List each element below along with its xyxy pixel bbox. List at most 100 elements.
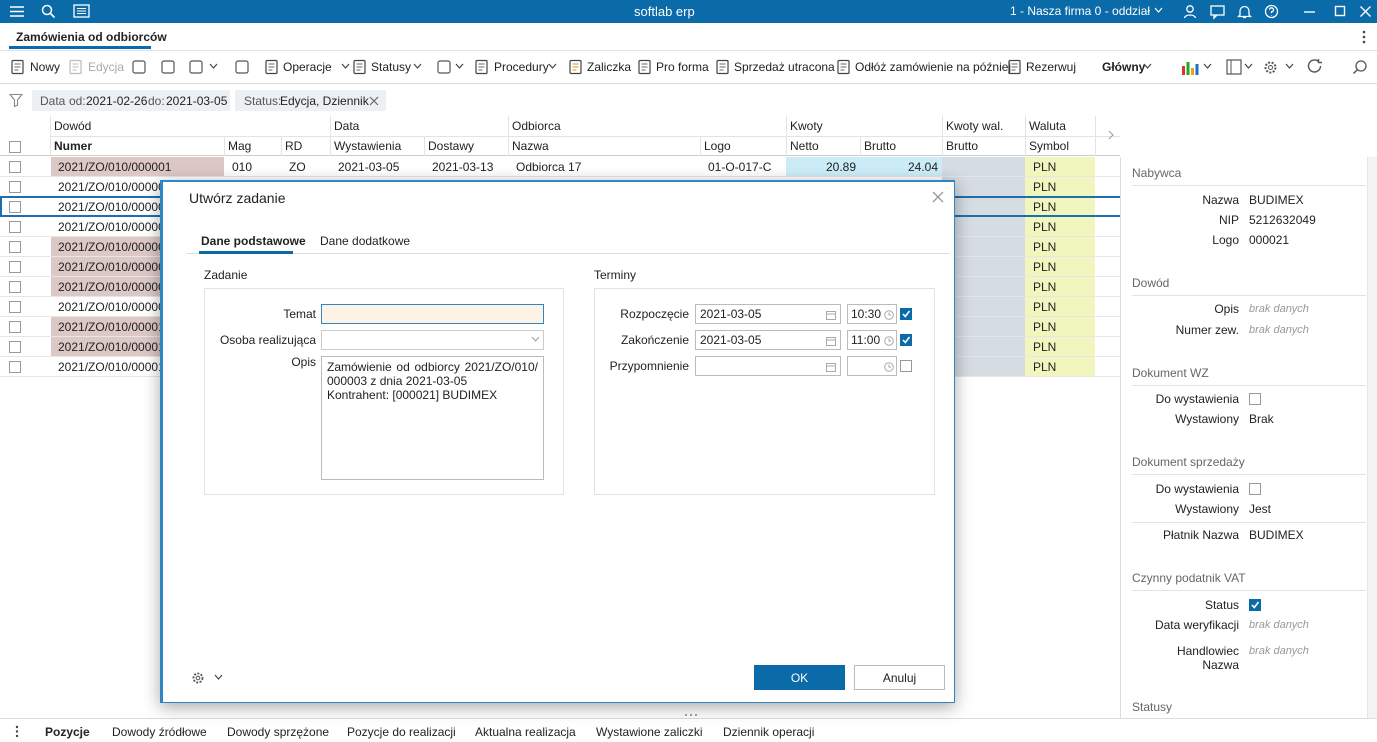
checkbox[interactable] (9, 321, 21, 333)
checkbox[interactable] (9, 201, 21, 213)
dialog-tab[interactable]: Dane podstawowe (201, 234, 306, 248)
settings-icon[interactable] (190, 670, 208, 686)
toolbar-icon[interactable] (715, 59, 732, 76)
column-header[interactable]: Nazwa (512, 139, 549, 153)
column-header[interactable]: Mag (228, 139, 252, 153)
toolbar-icon[interactable] (264, 59, 281, 76)
column-header[interactable]: Logo (704, 139, 731, 153)
kebab-icon[interactable] (14, 725, 20, 738)
menu-icon[interactable] (9, 5, 25, 18)
layout-icon[interactable] (1226, 59, 1242, 75)
checkbox[interactable] (900, 360, 912, 372)
close-icon[interactable] (932, 191, 944, 203)
find-icon[interactable] (1352, 59, 1369, 76)
toolbar-icon[interactable] (568, 59, 585, 76)
toolbar-button[interactable]: Odłóż zamówienie na później (855, 60, 1012, 74)
link-icon[interactable] (436, 59, 453, 76)
date-input[interactable]: 2021-03-05 (695, 330, 841, 350)
column-header[interactable]: Brutto (946, 139, 979, 153)
checkbox[interactable] (9, 161, 21, 173)
refresh-icon[interactable] (1306, 58, 1324, 76)
toolbar-icon[interactable] (1007, 59, 1024, 76)
toolbar-button[interactable]: Statusy (371, 60, 412, 74)
help-icon[interactable] (1264, 4, 1279, 20)
checkbox[interactable] (9, 221, 21, 233)
toolbar-button[interactable]: Edycja (88, 60, 125, 74)
time-input[interactable] (847, 356, 897, 376)
close-icon[interactable] (1358, 4, 1373, 20)
bottom-tab[interactable]: Dziennik operacji (723, 725, 815, 739)
toolbar-button[interactable]: Sprzedaż utracona (734, 60, 835, 74)
toolbar-button[interactable]: Procedury (494, 60, 549, 74)
bell-icon[interactable] (1237, 4, 1252, 20)
resize-handle[interactable] (684, 713, 698, 717)
checkbox[interactable] (1249, 483, 1261, 495)
subject-input[interactable] (321, 304, 544, 324)
ok-button[interactable]: OK (754, 665, 845, 690)
checkbox[interactable] (900, 308, 912, 320)
maximize-icon[interactable] (1333, 4, 1348, 20)
chart-icon[interactable] (1181, 58, 1200, 76)
bottom-tab[interactable]: Dowody sprzężone (227, 725, 330, 739)
filter-icon[interactable] (9, 93, 23, 107)
column-header[interactable]: Netto (790, 139, 819, 153)
checkbox[interactable] (9, 361, 21, 373)
checkbox[interactable] (9, 261, 21, 273)
column-header[interactable]: Dostawy (428, 139, 475, 153)
time-input[interactable]: 10:30 (847, 304, 897, 324)
toolbar-icon[interactable] (637, 59, 654, 76)
toolbar-icon[interactable] (836, 59, 853, 76)
filter-chip[interactable]: Data od: 2021-02-26 do: 2021-03-05 (32, 90, 230, 111)
document-tab[interactable]: Zamówienia od odbiorców (16, 30, 167, 44)
filter-chip[interactable]: Status: Edycja, Dziennik (235, 90, 386, 111)
toolbar-button[interactable]: Nowy (30, 60, 61, 74)
checkbox[interactable] (9, 181, 21, 193)
toolbar-icon[interactable] (68, 59, 85, 76)
checkbox[interactable] (9, 141, 21, 153)
checkbox[interactable] (9, 341, 21, 353)
column-header[interactable]: Numer (54, 139, 93, 153)
toolbar-icon[interactable] (474, 59, 491, 76)
cancel-icon[interactable] (160, 59, 177, 76)
bottom-tab[interactable]: Pozycje do realizacji (347, 725, 456, 739)
checkbox[interactable] (1249, 393, 1261, 405)
checkbox[interactable] (1249, 599, 1261, 611)
dialog-tab[interactable]: Dane dodatkowe (320, 234, 411, 248)
search-icon[interactable] (41, 4, 56, 19)
toolbar-button[interactable]: Zaliczka (587, 60, 632, 74)
minimize-icon[interactable] (1302, 4, 1317, 20)
history-icon[interactable] (131, 59, 148, 76)
bottom-tab[interactable]: Dowody źródłowe (112, 725, 207, 739)
toolbar-button[interactable]: Pro forma (656, 60, 709, 74)
scroll-columns-icon[interactable] (1107, 130, 1115, 140)
person-select[interactable] (321, 330, 544, 350)
company-name[interactable]: 1 - Nasza firma 0 - oddział (1010, 4, 1151, 18)
checkbox[interactable] (900, 334, 912, 346)
kebab-icon[interactable] (1361, 30, 1367, 44)
user-icon[interactable] (1183, 4, 1198, 20)
screen-icon[interactable] (73, 4, 90, 18)
description-textarea[interactable]: Zamówienie od odbiorcy 2021/ZO/010/00000… (321, 356, 544, 480)
checkbox[interactable] (9, 301, 21, 313)
date-input[interactable] (695, 356, 841, 376)
settings-icon[interactable] (1262, 59, 1279, 76)
remove-filter-icon[interactable] (369, 96, 379, 106)
table-row[interactable]: 2021/ZO/010/000001 010 ZO 2021-03-05 2021-03… (0, 157, 1120, 177)
attach-icon[interactable] (234, 59, 251, 76)
bottom-tab[interactable]: Pozycje (45, 725, 90, 739)
bottom-tab[interactable]: Aktualna realizacja (475, 725, 576, 739)
toolbar-button[interactable]: Główny (1102, 60, 1146, 74)
column-header[interactable]: Wystawienia (334, 139, 402, 153)
message-icon[interactable] (1210, 4, 1225, 20)
date-input[interactable]: 2021-03-05 (695, 304, 841, 324)
print-icon[interactable] (188, 59, 205, 76)
toolbar-button[interactable]: Operacje (283, 60, 332, 74)
column-header[interactable]: Brutto (864, 139, 897, 153)
toolbar-icon[interactable] (352, 59, 369, 76)
checkbox[interactable] (9, 281, 21, 293)
toolbar-icon[interactable] (10, 59, 27, 76)
bottom-tab[interactable]: Wystawione zaliczki (596, 725, 703, 739)
checkbox[interactable] (9, 241, 21, 253)
time-input[interactable]: 11:00 (847, 330, 897, 350)
cancel-button[interactable]: Anuluj (854, 665, 945, 690)
